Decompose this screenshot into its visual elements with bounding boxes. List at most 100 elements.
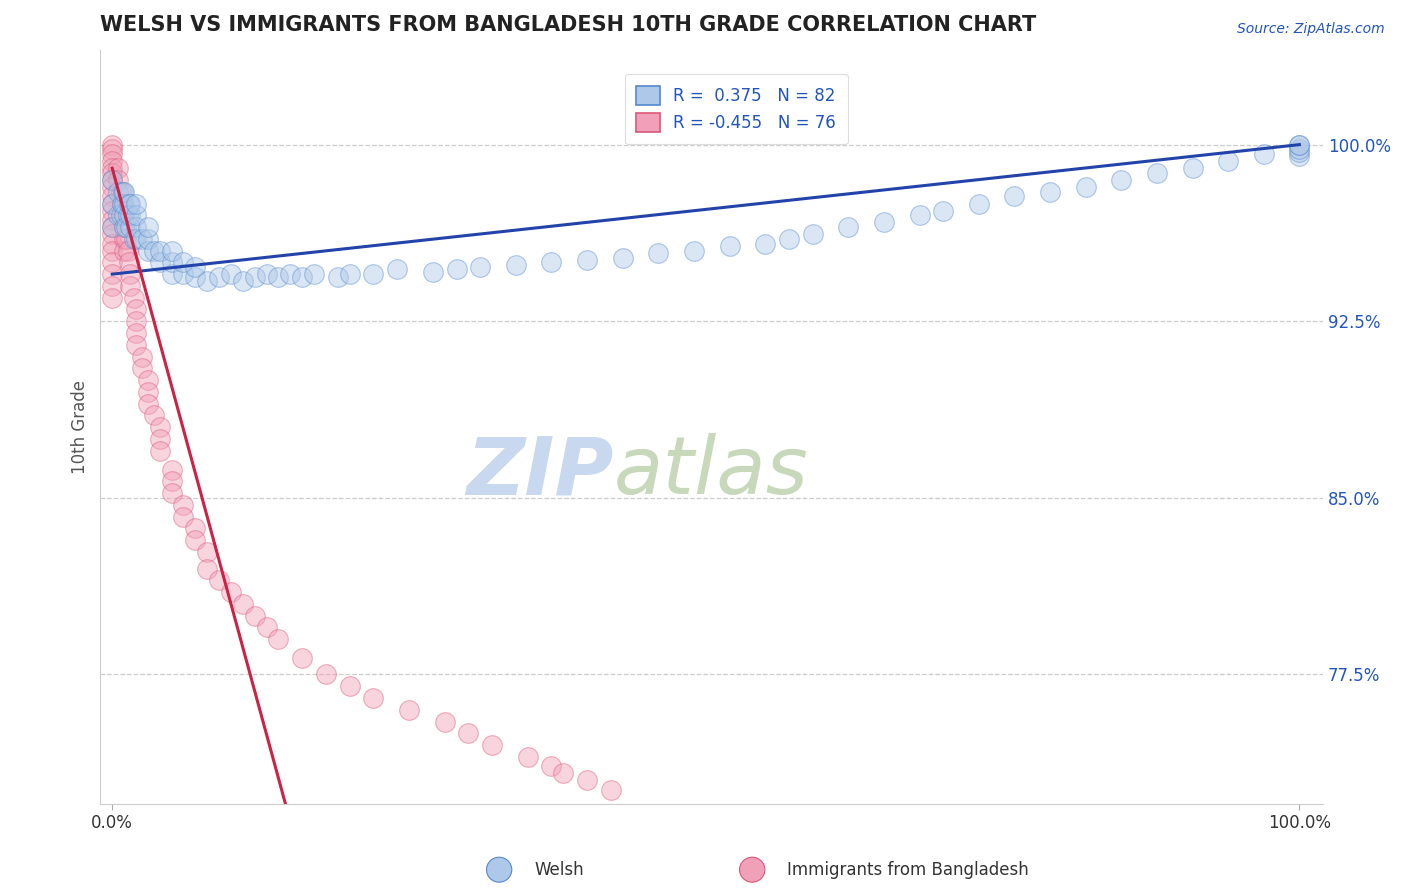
Point bbox=[718, 239, 741, 253]
Point bbox=[339, 679, 361, 693]
Point bbox=[160, 462, 183, 476]
Point bbox=[125, 220, 148, 235]
Point bbox=[470, 260, 492, 274]
Point bbox=[101, 161, 124, 176]
Point bbox=[172, 498, 194, 512]
Point bbox=[110, 185, 132, 199]
Point bbox=[339, 267, 361, 281]
Point bbox=[599, 782, 621, 797]
Point bbox=[125, 302, 148, 317]
Point bbox=[149, 244, 172, 258]
Point bbox=[125, 196, 148, 211]
Point bbox=[101, 147, 124, 161]
Point bbox=[101, 244, 124, 258]
Point bbox=[232, 597, 254, 611]
Point bbox=[101, 213, 124, 227]
Point bbox=[101, 236, 124, 251]
Point bbox=[101, 196, 124, 211]
Point bbox=[256, 620, 278, 634]
Point bbox=[184, 533, 207, 548]
Point bbox=[101, 137, 124, 152]
Point bbox=[112, 208, 135, 222]
Point bbox=[1288, 145, 1310, 159]
Point bbox=[1288, 149, 1310, 163]
Point bbox=[160, 267, 183, 281]
Point bbox=[422, 265, 444, 279]
Point bbox=[315, 667, 337, 681]
Point bbox=[110, 208, 132, 222]
Point bbox=[267, 269, 290, 284]
Point bbox=[540, 255, 562, 269]
Point bbox=[291, 651, 314, 665]
Point bbox=[647, 246, 669, 260]
Legend: R =  0.375   N = 82, R = -0.455   N = 76: R = 0.375 N = 82, R = -0.455 N = 76 bbox=[624, 74, 848, 144]
Point bbox=[118, 267, 141, 281]
Point bbox=[184, 260, 207, 274]
Point bbox=[142, 409, 165, 423]
Point bbox=[149, 420, 172, 434]
Point bbox=[111, 196, 134, 211]
Point bbox=[1074, 180, 1097, 194]
Point bbox=[136, 373, 159, 387]
Point bbox=[111, 208, 134, 222]
Point bbox=[326, 269, 349, 284]
Point bbox=[131, 361, 153, 376]
Point bbox=[118, 208, 141, 222]
Point bbox=[111, 185, 134, 199]
Point bbox=[101, 180, 124, 194]
Text: Immigrants from Bangladesh: Immigrants from Bangladesh bbox=[787, 861, 1029, 879]
Point bbox=[111, 196, 134, 211]
Point bbox=[112, 220, 135, 235]
Point bbox=[160, 255, 183, 269]
Point bbox=[118, 220, 141, 235]
Point bbox=[195, 545, 218, 559]
Point bbox=[136, 220, 159, 235]
Point bbox=[576, 253, 599, 268]
Point bbox=[101, 255, 124, 269]
Point bbox=[101, 196, 124, 211]
Point bbox=[125, 314, 148, 328]
Point bbox=[1111, 173, 1133, 187]
Point bbox=[112, 244, 135, 258]
Text: WELSH VS IMMIGRANTS FROM BANGLADESH 10TH GRADE CORRELATION CHART: WELSH VS IMMIGRANTS FROM BANGLADESH 10TH… bbox=[100, 15, 1036, 35]
Point bbox=[101, 279, 124, 293]
Point bbox=[385, 262, 408, 277]
Point bbox=[433, 714, 456, 729]
Point bbox=[1181, 161, 1204, 176]
Point bbox=[457, 726, 479, 740]
Point bbox=[932, 203, 955, 218]
Point bbox=[1146, 166, 1168, 180]
Point bbox=[101, 142, 124, 156]
Point bbox=[232, 274, 254, 288]
Point bbox=[1039, 185, 1062, 199]
Point bbox=[125, 338, 148, 352]
Point bbox=[1218, 154, 1240, 169]
Point bbox=[125, 208, 148, 222]
Point bbox=[1253, 147, 1275, 161]
Point bbox=[131, 232, 153, 246]
Point bbox=[778, 232, 800, 246]
Point bbox=[160, 244, 183, 258]
Point bbox=[122, 291, 145, 305]
Point bbox=[125, 232, 148, 246]
Point bbox=[101, 291, 124, 305]
Point bbox=[136, 397, 159, 411]
Point bbox=[107, 161, 129, 176]
Point bbox=[801, 227, 824, 241]
Point bbox=[101, 220, 124, 235]
Point bbox=[278, 267, 301, 281]
Point bbox=[149, 443, 172, 458]
Point bbox=[101, 267, 124, 281]
Point bbox=[172, 267, 194, 281]
Point bbox=[118, 196, 141, 211]
Text: ZIP: ZIP bbox=[467, 434, 614, 511]
Point bbox=[112, 232, 135, 246]
Point bbox=[118, 255, 141, 269]
Point bbox=[122, 232, 145, 246]
Point bbox=[267, 632, 290, 647]
Point bbox=[101, 189, 124, 203]
Point bbox=[208, 269, 231, 284]
Point bbox=[107, 173, 129, 187]
Point bbox=[160, 486, 183, 500]
Point bbox=[101, 227, 124, 241]
